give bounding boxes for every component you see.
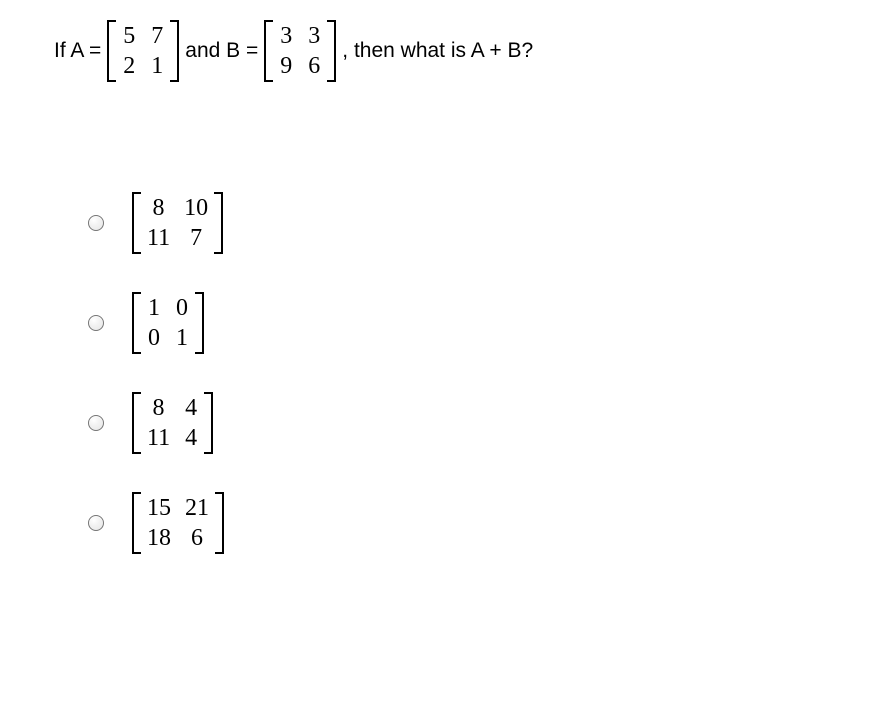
question-prefix: If A = bbox=[54, 39, 101, 63]
radio-icon[interactable] bbox=[88, 315, 104, 331]
matrix-cell: 7 bbox=[150, 24, 164, 48]
matrix-cell: 18 bbox=[147, 526, 171, 550]
matrix-cell: 21 bbox=[185, 496, 209, 520]
bracket-right-icon bbox=[204, 392, 213, 454]
bracket-right-icon bbox=[170, 20, 179, 82]
matrix-cell: 0 bbox=[175, 296, 189, 320]
radio-icon[interactable] bbox=[88, 415, 104, 431]
matrix-a: 5 7 2 1 bbox=[107, 20, 179, 82]
bracket-right-icon bbox=[215, 492, 224, 554]
option-3[interactable]: 8 4 11 4 bbox=[88, 392, 846, 454]
bracket-right-icon bbox=[214, 192, 223, 254]
matrix-cell: 4 bbox=[184, 396, 198, 420]
matrix-cell: 11 bbox=[147, 426, 170, 450]
radio-icon[interactable] bbox=[88, 515, 104, 531]
options-list: 8 10 11 7 1 0 0 1 bbox=[48, 192, 846, 554]
option-2[interactable]: 1 0 0 1 bbox=[88, 292, 846, 354]
bracket-right-icon bbox=[195, 292, 204, 354]
bracket-left-icon bbox=[132, 392, 141, 454]
question-text: If A = 5 7 2 1 and B = 3 3 9 6 , then wh… bbox=[48, 20, 846, 82]
bracket-right-icon bbox=[327, 20, 336, 82]
matrix-cell: 2 bbox=[122, 54, 136, 78]
bracket-left-icon bbox=[132, 292, 141, 354]
matrix-cell: 15 bbox=[147, 496, 171, 520]
option-4[interactable]: 15 21 18 6 bbox=[88, 492, 846, 554]
matrix-cell: 7 bbox=[189, 226, 203, 250]
matrix-cell: 6 bbox=[190, 526, 204, 550]
matrix-b: 3 3 9 6 bbox=[264, 20, 336, 82]
option-matrix: 8 10 11 7 bbox=[132, 192, 223, 254]
option-matrix: 1 0 0 1 bbox=[132, 292, 204, 354]
bracket-left-icon bbox=[107, 20, 116, 82]
option-matrix: 8 4 11 4 bbox=[132, 392, 213, 454]
matrix-cell: 9 bbox=[279, 54, 293, 78]
bracket-left-icon bbox=[264, 20, 273, 82]
bracket-left-icon bbox=[132, 192, 141, 254]
matrix-cell: 4 bbox=[184, 426, 198, 450]
matrix-cell: 11 bbox=[147, 226, 170, 250]
radio-icon[interactable] bbox=[88, 215, 104, 231]
matrix-cell: 8 bbox=[152, 196, 166, 220]
matrix-cell: 6 bbox=[307, 54, 321, 78]
matrix-cell: 1 bbox=[175, 326, 189, 350]
matrix-cell: 5 bbox=[122, 24, 136, 48]
matrix-cell: 3 bbox=[279, 24, 293, 48]
option-1[interactable]: 8 10 11 7 bbox=[88, 192, 846, 254]
question-suffix: , then what is A + B? bbox=[342, 39, 533, 63]
option-matrix: 15 21 18 6 bbox=[132, 492, 224, 554]
matrix-cell: 10 bbox=[184, 196, 208, 220]
question-mid: and B = bbox=[185, 39, 258, 63]
matrix-cell: 3 bbox=[307, 24, 321, 48]
matrix-cell: 0 bbox=[147, 326, 161, 350]
bracket-left-icon bbox=[132, 492, 141, 554]
matrix-cell: 1 bbox=[147, 296, 161, 320]
matrix-cell: 8 bbox=[152, 396, 166, 420]
matrix-cell: 1 bbox=[150, 54, 164, 78]
